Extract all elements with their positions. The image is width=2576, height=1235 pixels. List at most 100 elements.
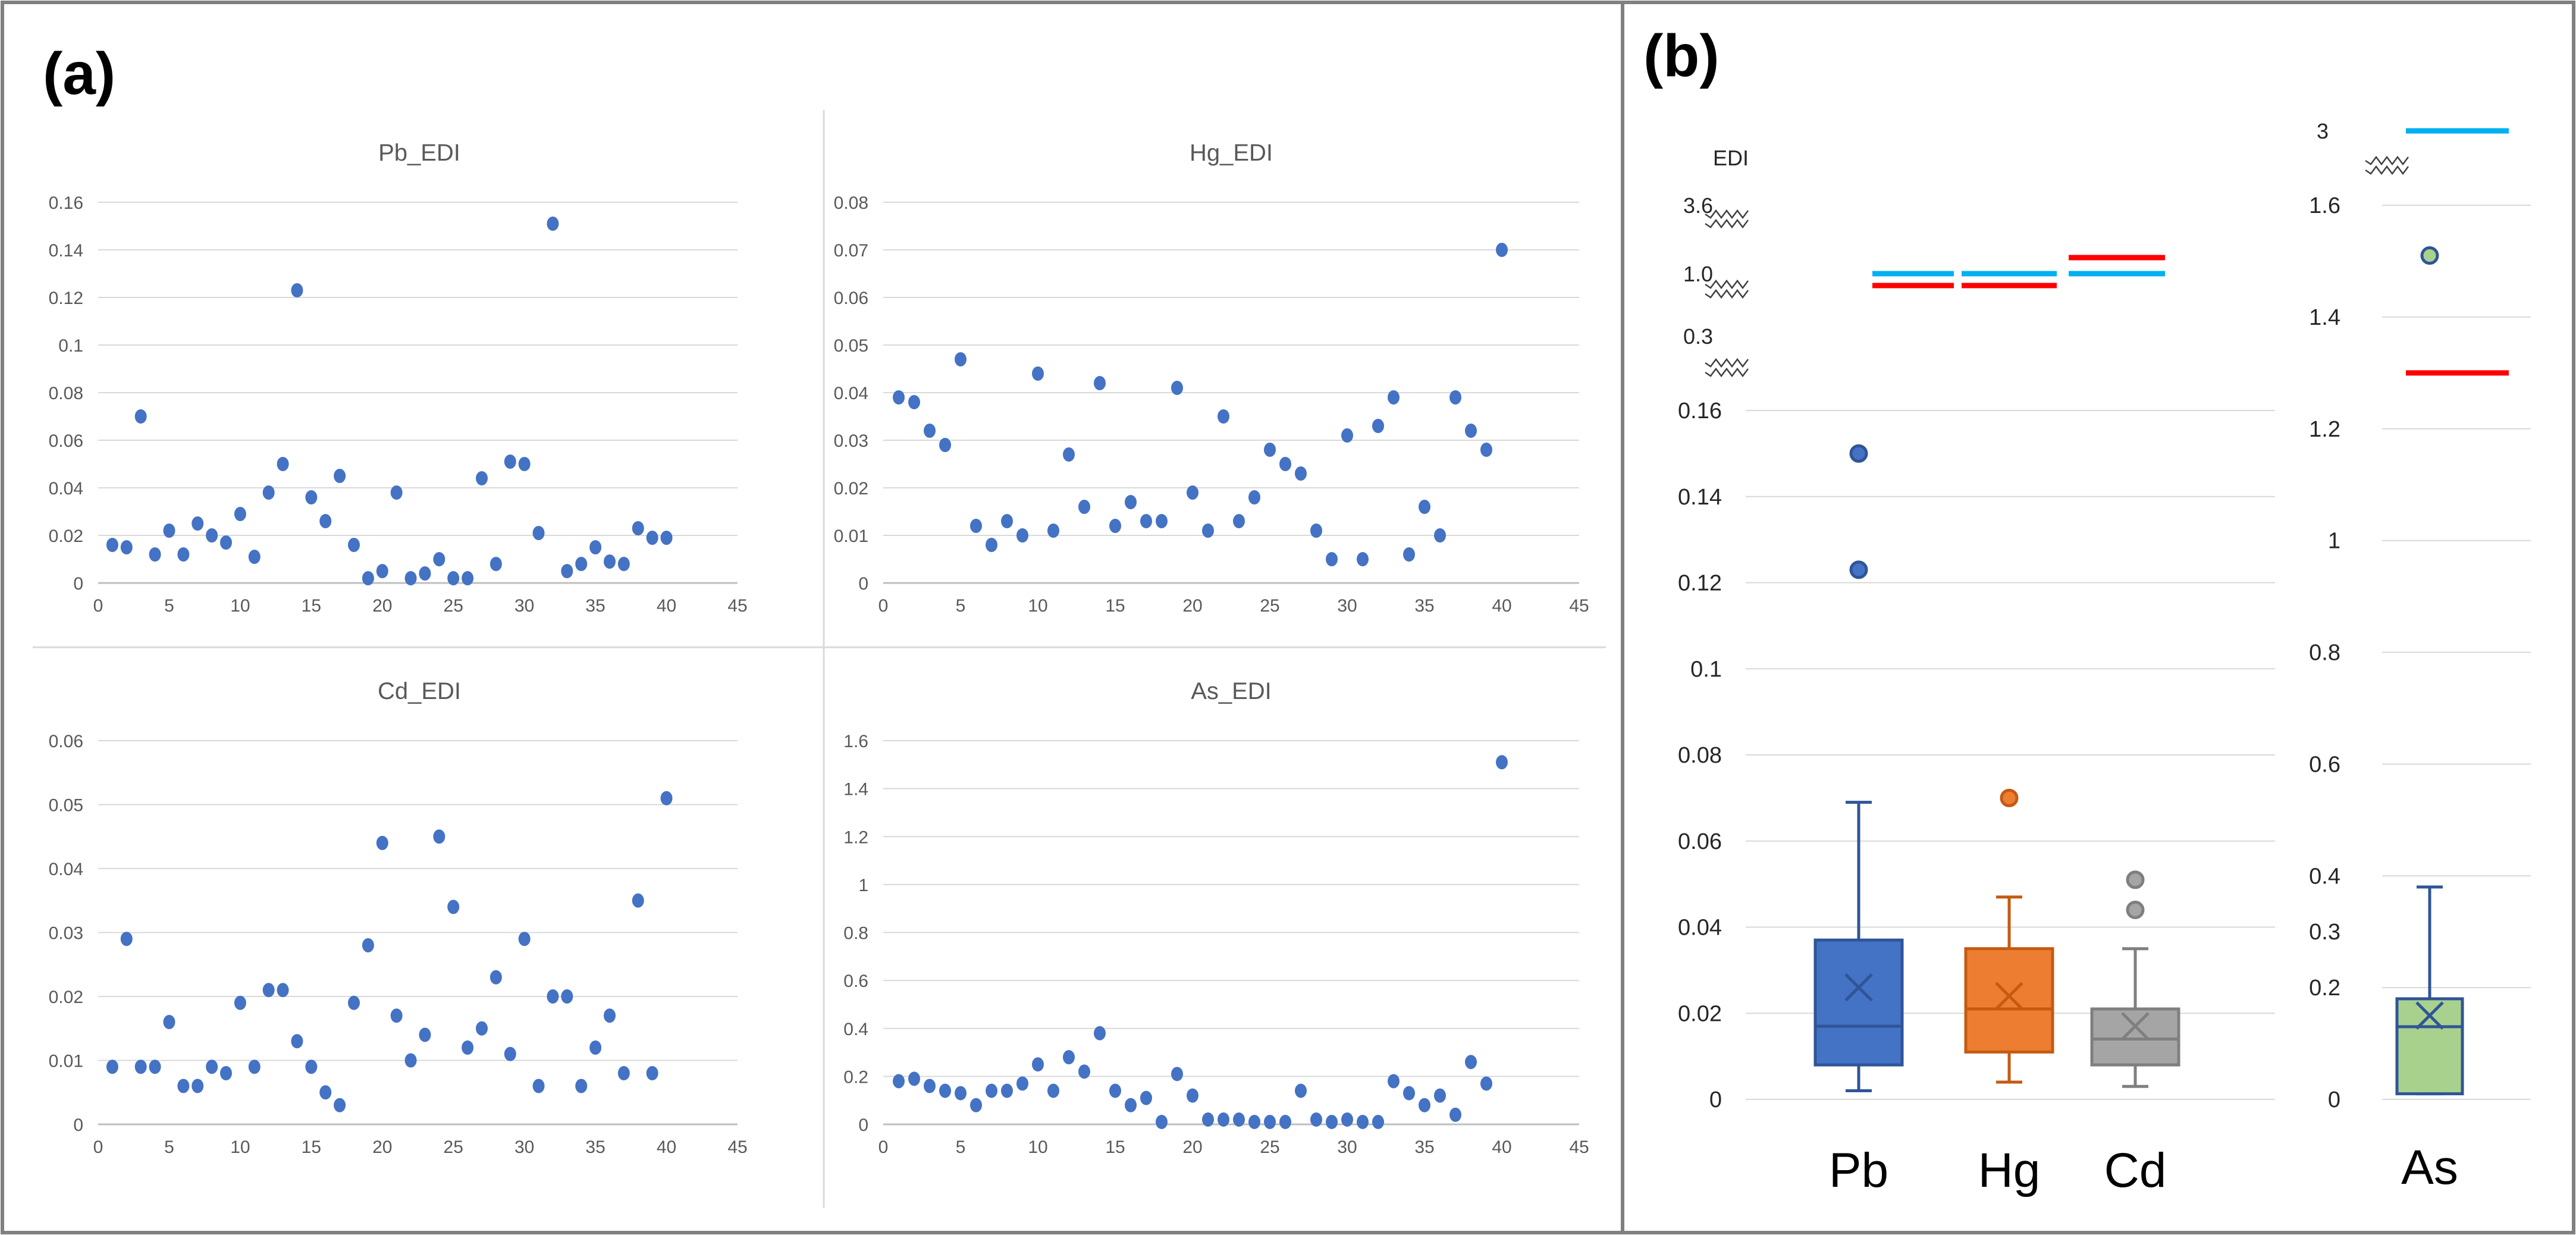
data-point-hg [1279,457,1291,471]
data-point-pb [163,524,175,538]
y-tick-label-pb: 0.14 [49,241,83,261]
data-point-hg [1357,552,1369,566]
data-point-cd [447,899,460,914]
data-point-pb [334,469,346,483]
x-tick-label-cd: 10 [230,1137,250,1157]
data-point-hg [1341,428,1353,443]
y-tick-label-box: 0.2 [2309,976,2340,1001]
broken-axis-title: EDI [1713,146,1749,170]
data-point-pb [589,540,602,554]
outlier-point-pb [1849,444,1868,463]
data-point-as [1248,1114,1260,1129]
data-point-as [1125,1098,1137,1112]
y-tick-label-pb: 0.1 [58,336,83,356]
data-point-cd [604,1008,616,1023]
data-point-pb [106,538,118,552]
y-tick-label-box: 0 [2328,1087,2340,1112]
data-point-as [939,1083,951,1098]
data-point-as [1032,1057,1044,1072]
data-point-hg [1449,390,1461,405]
data-point-as [1187,1088,1198,1103]
data-point-pb [134,409,147,424]
data-point-cd [390,1008,403,1023]
data-point-hg [1233,514,1245,528]
x-tick-label-hg: 10 [1028,596,1047,616]
data-point-cd [404,1053,417,1068]
data-point-pb [433,552,445,566]
broken-axis-label: 3 [2317,119,2329,143]
data-point-as [1094,1026,1106,1040]
x-tick-label-cd: 0 [93,1137,103,1157]
data-point-hg [1001,514,1013,528]
data-point-as [1233,1112,1245,1127]
x-tick-label-pb: 5 [164,596,174,616]
data-point-cd [561,989,573,1004]
data-point-cd [192,1079,204,1093]
x-tick-label-hg: 0 [878,596,889,616]
broken-axis-label: 1.0 [1683,262,1713,286]
data-point-hg [1032,366,1044,381]
mean-marker-cd [2121,1012,2150,1040]
data-point-pb [277,457,289,471]
data-point-hg [1047,524,1059,538]
data-point-cd [120,932,133,946]
data-point-cd [234,995,246,1010]
x-tick-label-pb: 0 [93,596,103,616]
axis-break-icon [1705,279,1749,290]
y-tick-label-box: 0.6 [2309,752,2340,777]
data-point-as [1388,1074,1400,1089]
data-point-pb [120,540,133,554]
data-point-cd [532,1079,545,1093]
x-tick-label-pb: 15 [302,596,321,616]
panel-label-a: (a) [43,40,115,107]
x-tick-label-hg: 20 [1182,596,1202,616]
data-point-pb [248,550,261,564]
y-tick-label-as: 1 [858,876,868,895]
data-point-cd [376,836,388,850]
x-tick-label-as: 15 [1105,1137,1125,1157]
data-point-as [908,1071,920,1086]
data-point-as [1063,1050,1075,1065]
data-point-cd [547,989,559,1004]
y-tick-label-as: 0.2 [843,1067,868,1087]
data-point-hg [1202,524,1214,538]
data-point-as [1434,1088,1446,1103]
data-point-hg [1156,514,1168,528]
x-tick-label-cd: 30 [514,1137,534,1157]
data-point-as [970,1098,982,1112]
data-point-pb [632,521,644,535]
y-tick-label-box: 0.12 [1678,571,1722,596]
y-tick-label-cd: 0.05 [49,796,83,816]
data-point-as [1109,1083,1121,1098]
data-point-hg [939,438,951,452]
x-tick-label-cd: 5 [164,1137,174,1157]
data-point-hg [1078,500,1090,514]
x-tick-label-cd: 15 [302,1137,321,1157]
data-point-cd [646,1066,658,1080]
x-tick-label-hg: 25 [1260,596,1279,616]
data-point-as [1403,1086,1415,1101]
y-tick-label-pb: 0.12 [49,289,83,308]
y-tick-label-box: 0.06 [1678,829,1722,854]
scatter-chart-cd: Cd_EDI 0 0.01 0.02 0.03 0.04 0.05 0.06 0 5 10 15 20 2… [49,678,748,1157]
y-tick-label-hg: 0.04 [834,384,868,403]
data-point-pb [660,531,673,545]
data-point-hg [1326,552,1338,566]
data-point-cd [334,1098,346,1112]
data-point-as [1218,1112,1229,1127]
data-point-pb [547,217,559,231]
data-point-hg [1295,466,1307,481]
data-point-pb [476,471,488,485]
data-point-hg [1125,495,1137,509]
y-tick-label-cd: 0.01 [49,1052,83,1071]
y-tick-label-hg: 0.05 [834,336,868,356]
data-point-cd [134,1060,147,1074]
mean-marker-as [2415,1001,2444,1030]
y-tick-label-box: 0.14 [1678,485,1722,510]
axis-break-icon [1705,218,1749,229]
y-tick-label-hg: 0.06 [834,289,868,308]
chart-title-cd: Cd_EDI [378,678,461,704]
y-tick-label-cd: 0.06 [49,732,83,751]
y-tick-label-box: 0.1 [1690,657,1722,682]
data-point-cd [305,1060,318,1074]
